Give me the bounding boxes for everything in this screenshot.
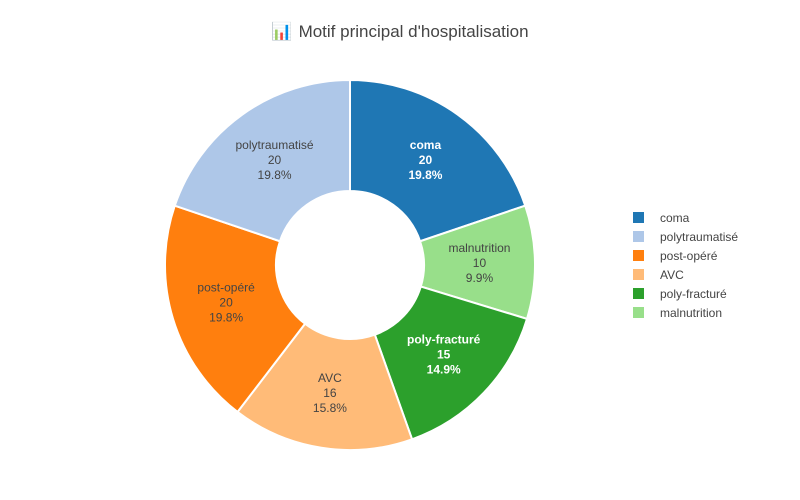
slice-name: post-opéré <box>197 281 255 295</box>
legend-swatch <box>633 212 644 223</box>
legend-label: AVC <box>660 267 684 282</box>
legend-swatch <box>633 269 644 280</box>
slice-4[interactable] <box>164 204 307 414</box>
slice-percent: 19.8% <box>209 311 243 325</box>
slice-percent: 15.8% <box>313 401 347 415</box>
slice-0[interactable] <box>349 78 527 243</box>
slice-label-5: polytraumatisé 20 19.8% <box>236 138 314 182</box>
legend-label: polytraumatisé <box>660 229 739 244</box>
legend-swatch <box>633 250 644 261</box>
legend-label: coma <box>660 210 690 225</box>
slice-percent: 14.9% <box>427 362 461 376</box>
slice-value: 10 <box>473 256 487 270</box>
slice-name: malnutrition <box>448 241 510 255</box>
legend-swatch <box>633 231 644 242</box>
legend-item[interactable]: post-opéré <box>633 246 738 265</box>
legend-item[interactable]: coma <box>633 208 738 227</box>
slice-value: 20 <box>219 296 233 310</box>
slice-label-0: coma 20 19.8% <box>408 138 442 182</box>
slice-name: poly-fracturé <box>407 332 481 346</box>
slice-value: 16 <box>323 386 337 400</box>
slice-label-1: malnutrition 10 9.9% <box>448 241 510 285</box>
legend-item[interactable]: AVC <box>633 265 738 284</box>
legend-item[interactable]: poly-fracturé <box>633 284 738 303</box>
legend: coma polytraumatisé post-opéré AVC poly-frac… <box>633 208 738 322</box>
slice-name: AVC <box>318 371 342 385</box>
slice-label-4: post-opéré 20 19.8% <box>197 281 255 325</box>
legend-item[interactable]: malnutrition <box>633 303 738 322</box>
legend-swatch <box>633 307 644 318</box>
slice-value: 15 <box>437 347 451 361</box>
slice-label-3: AVC 16 15.8% <box>313 371 347 415</box>
legend-swatch <box>633 288 644 299</box>
slice-2[interactable] <box>373 285 529 441</box>
chart-title-text: Motif principal d'hospitalisation <box>298 22 529 41</box>
legend-label: poly-fracturé <box>660 286 727 301</box>
slice-label-2: poly-fracturé 15 14.9% <box>407 332 481 376</box>
chart-title: 📊 Motif principal d'hospitalisation <box>0 22 800 42</box>
slice-5[interactable] <box>173 78 351 243</box>
legend-label: post-opéré <box>660 248 718 263</box>
bar-chart-icon: 📊 <box>271 22 293 41</box>
slice-name: coma <box>410 138 442 152</box>
legend-item[interactable]: polytraumatisé <box>633 227 738 246</box>
legend-label: malnutrition <box>660 305 723 320</box>
slice-percent: 19.8% <box>408 168 442 182</box>
slice-percent: 9.9% <box>466 271 494 285</box>
slice-percent: 19.8% <box>258 168 292 182</box>
slice-name: polytraumatisé <box>236 138 314 152</box>
slice-value: 20 <box>419 153 433 167</box>
slice-value: 20 <box>268 153 282 167</box>
